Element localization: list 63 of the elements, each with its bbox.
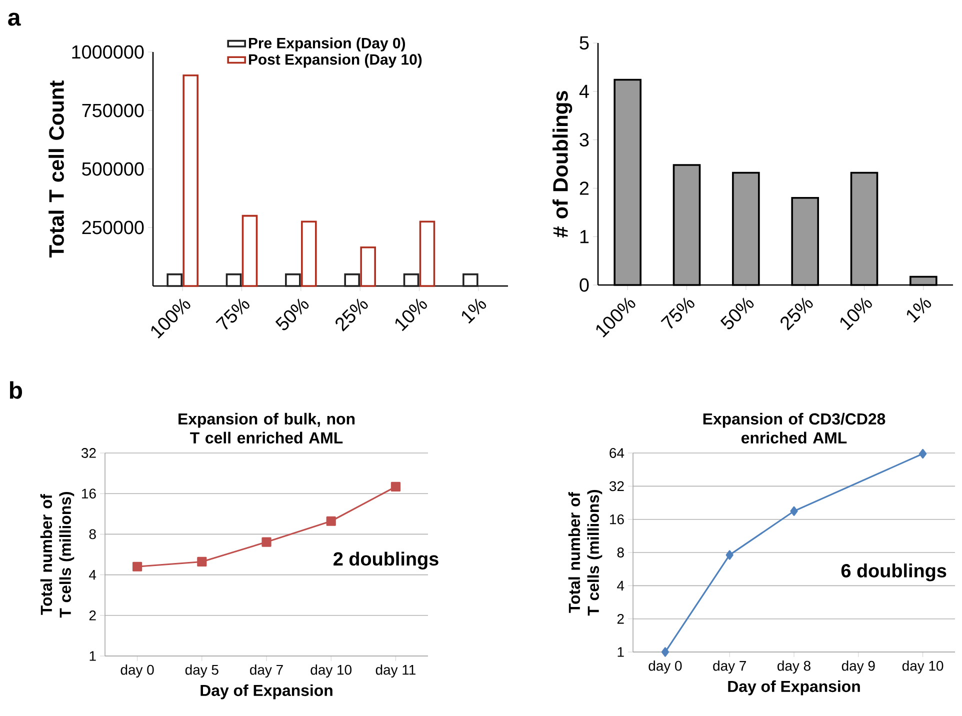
y-tick-label: 250000 — [82, 220, 144, 234]
x-axis-title: Day of Expansion — [200, 684, 332, 700]
point — [661, 647, 670, 657]
y-tick-label: 16 — [82, 488, 96, 499]
x-tick-label: 75% — [660, 297, 694, 329]
point — [726, 550, 734, 560]
bar — [462, 273, 478, 287]
y-axis-title: Total number of T cells (millions) — [568, 490, 602, 616]
y-tick-label: 1 — [580, 230, 589, 244]
point — [390, 482, 401, 492]
x-tick-label: 1% — [906, 297, 932, 323]
text: b — [10, 381, 22, 399]
point — [919, 448, 927, 459]
x-tick-label: day 0 — [120, 664, 154, 678]
y-tick-label: 32 — [81, 448, 96, 458]
y-tick-label: 1 — [618, 647, 624, 657]
x-tick-label: 1% — [462, 298, 486, 324]
legend-label: Pre Expansion (Day 0) — [248, 37, 406, 52]
point — [326, 516, 336, 526]
y-axis-title: Total number of T cells (millions) — [40, 492, 74, 618]
x-tick-label: day 5 — [185, 664, 218, 678]
x-tick-label: 50% — [275, 298, 309, 330]
y-tick-label: 32 — [610, 481, 624, 492]
y-tick-label: 1 — [90, 651, 96, 661]
y-axis-title: # of Doublings — [552, 91, 572, 238]
y-tick-label: 4 — [89, 570, 96, 580]
y-tick-label: 8 — [89, 529, 96, 540]
x-tick-label: day 10 — [902, 660, 944, 674]
x-tick-label: 50% — [720, 298, 754, 330]
x-tick-label: day 0 — [648, 660, 682, 674]
y-tick-label: 4 — [617, 580, 624, 590]
x-tick-label: 75% — [216, 298, 250, 330]
x-tick-label: day 10 — [310, 664, 352, 678]
y-tick-label: 2 — [89, 610, 96, 620]
point — [262, 537, 272, 547]
point — [197, 556, 207, 567]
point — [132, 562, 142, 572]
y-tick-label: 750000 — [82, 104, 144, 118]
x-tick-label: day 7 — [713, 660, 746, 674]
x-tick-label: day 8 — [778, 660, 810, 674]
y-tick-label: 4 — [579, 84, 589, 98]
point — [790, 506, 798, 516]
y-tick-label: 8 — [617, 548, 624, 558]
annotation: 2 doublings — [334, 552, 438, 570]
y-tick-label: 3 — [580, 133, 589, 147]
x-tick-label: day 9 — [842, 660, 875, 674]
y-tick-label: 2 — [580, 182, 589, 195]
y-tick-label: 500000 — [82, 162, 144, 176]
y-tick-label: 0 — [580, 278, 589, 292]
y-tick-label: 2 — [617, 614, 624, 624]
y-tick-label: 64 — [610, 448, 624, 458]
x-tick-label: day 7 — [250, 664, 283, 678]
text: a — [8, 12, 21, 26]
x-axis-title: Day of Expansion — [728, 680, 860, 696]
annotation: 6 doublings — [841, 564, 946, 582]
legend-label: Post Expansion (Day 10) — [248, 54, 422, 68]
y-tick-label: 1000000 — [72, 45, 144, 59]
chart-title: Expansion of bulk, non T cell enriched AML — [178, 412, 355, 444]
y-axis-title: Total T cell Count — [48, 80, 64, 258]
y-tick-label: 5 — [580, 36, 589, 50]
y-tick-label: 16 — [610, 514, 624, 524]
chart-title: Expansion of CD3/CD28 enriched AML — [703, 412, 886, 444]
x-tick-label: day 11 — [376, 664, 416, 678]
